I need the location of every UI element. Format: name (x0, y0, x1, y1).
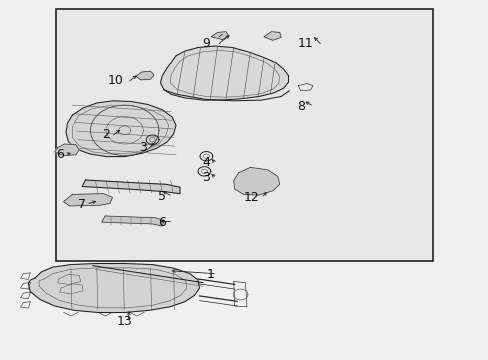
Text: 3: 3 (202, 171, 210, 184)
Polygon shape (28, 264, 199, 312)
Text: 6: 6 (158, 216, 166, 229)
Text: 5: 5 (158, 190, 166, 203)
Polygon shape (264, 32, 281, 40)
Text: 9: 9 (202, 37, 210, 50)
Polygon shape (233, 167, 279, 195)
Text: 12: 12 (243, 191, 259, 204)
Polygon shape (82, 180, 180, 194)
Text: 10: 10 (107, 75, 123, 87)
Polygon shape (55, 144, 79, 156)
Text: 4: 4 (202, 156, 210, 169)
Text: 6: 6 (56, 148, 63, 161)
Polygon shape (66, 101, 176, 157)
Text: 7: 7 (78, 198, 85, 211)
Bar (56, 9, 432, 261)
Text: 11: 11 (297, 37, 312, 50)
Polygon shape (136, 71, 154, 80)
Text: 2: 2 (102, 129, 110, 141)
Polygon shape (160, 46, 288, 100)
Polygon shape (102, 216, 163, 226)
Polygon shape (211, 32, 228, 40)
Text: 8: 8 (297, 100, 305, 113)
Text: 3: 3 (139, 141, 146, 154)
Text: 13: 13 (117, 315, 132, 328)
Polygon shape (63, 194, 112, 206)
Text: 1: 1 (206, 268, 214, 281)
